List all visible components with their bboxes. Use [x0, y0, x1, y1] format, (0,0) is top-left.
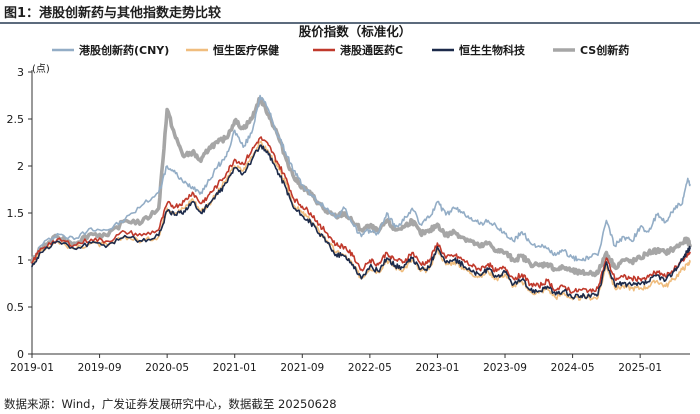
series-line: [31, 136, 691, 294]
series-lines: [30, 94, 692, 301]
title-divider: [0, 22, 700, 24]
figure-source: 数据来源：Wind，广发证券发展研究中心，数据截至 20250628: [4, 397, 337, 411]
legend-label: 港股创新药(CNY): [79, 43, 169, 57]
legend: 港股创新药(CNY) 恒生医疗保健 港股通医药C 恒生生物科技 CS创新药: [52, 43, 629, 57]
y-tick-label: 0.5: [7, 301, 25, 314]
legend-label: 港股通医药C: [340, 43, 403, 57]
y-tick-label: 1.5: [7, 207, 25, 220]
axes: 0 0.5 1 1.5 2 2.5 3 2019-01 2019-09 2020-05 2021-0…: [7, 66, 690, 374]
chart-title: 股价指数（标准化）: [299, 24, 412, 39]
y-tick-label: 2.5: [7, 113, 25, 126]
y-unit-label: (点): [32, 63, 50, 75]
legend-label: CS创新药: [580, 43, 629, 57]
figure-title: 图1：港股创新药与其他指数走势比较: [4, 6, 222, 21]
x-tick-label: 2023-09: [483, 362, 527, 374]
y-tick-label: 0: [17, 348, 24, 361]
x-tick-label: 2025-01: [618, 362, 662, 374]
y-tick-label: 1: [17, 254, 24, 267]
x-tick-label: 2021-09: [280, 362, 324, 374]
line-chart: 股价指数（标准化） 0 0.5 1 1.5 2 2.5 3 2019-01 2019-09 202…: [7, 24, 692, 374]
y-tick-label: 2: [17, 160, 24, 173]
x-tick-label: 2022-05: [348, 362, 392, 374]
x-tick-label: 2024-05: [551, 362, 595, 374]
x-tick-label: 2019-01: [10, 362, 54, 374]
series-line: [31, 144, 691, 300]
legend-label: 恒生医疗保健: [213, 43, 280, 57]
series-line: [31, 94, 691, 266]
x-tick-label: 2023-01: [416, 362, 460, 374]
x-tick-label: 2021-01: [213, 362, 257, 374]
x-tick-label: 2019-09: [78, 362, 122, 374]
series-line: [30, 96, 692, 278]
y-tick-label: 3: [17, 66, 24, 79]
x-tick-label: 2020-05: [145, 362, 189, 374]
legend-label: 恒生生物科技: [459, 43, 526, 57]
